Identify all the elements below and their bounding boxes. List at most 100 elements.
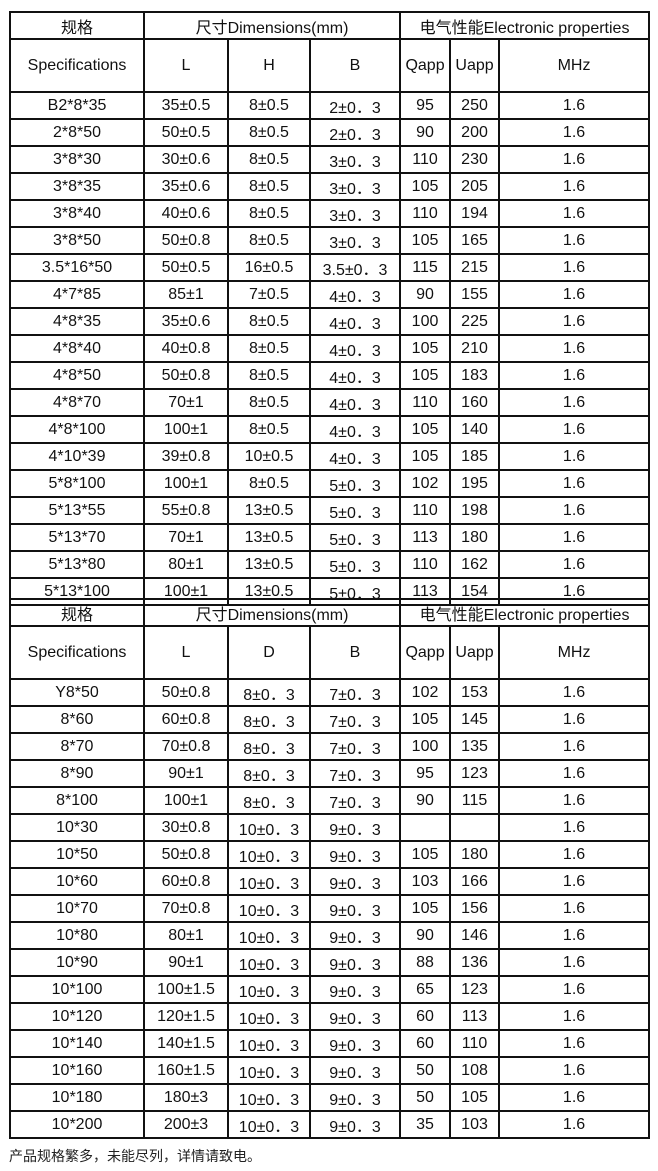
cell-spec: Y8*50 (9, 678, 145, 707)
cell-length: 100±1.5 (143, 975, 229, 1004)
cell-length: 70±1 (143, 523, 229, 552)
cell-length: 55±0.8 (143, 496, 229, 525)
cell-width-b: 9±0．3 (308, 813, 402, 842)
cell-width-b: 4±0．3 (308, 388, 402, 417)
table-row: 4*8*50 50±0.8 8±0.5 4±0．3 105 183 1.6 (9, 361, 651, 390)
cell-spec: 5*8*100 (9, 469, 145, 498)
cell-qapp: 50 (399, 1056, 452, 1085)
cell-frequency: 1.6 (498, 442, 651, 471)
cell-height-or-diameter: 8±0.5 (227, 334, 311, 363)
cell-uapp: 183 (449, 361, 501, 390)
cell-qapp: 35 (399, 1110, 452, 1139)
cell-width-b: 2±0．3 (308, 118, 402, 147)
column-header-width-b: B (308, 625, 402, 680)
table-row: 4*8*40 40±0.8 8±0.5 4±0．3 105 210 1.6 (9, 334, 651, 363)
cell-frequency: 1.6 (498, 91, 651, 120)
header-group-row: 规格 尺寸Dimensions(mm) 电气性能Electronic propert… (9, 598, 651, 627)
cell-height-or-diameter: 8±0.5 (227, 145, 311, 174)
cell-qapp: 110 (399, 145, 452, 174)
cell-spec: 4*8*100 (9, 415, 145, 444)
table-row: 10*160 160±1.5 10±0．3 9±0．3 50 108 1.6 (9, 1056, 651, 1085)
header-electronic-group: 电气性能Electronic properties (399, 11, 651, 40)
cell-frequency: 1.6 (498, 469, 651, 498)
cell-height-or-diameter: 7±0.5 (227, 280, 311, 309)
table-row: 5*13*80 80±1 13±0.5 5±0．3 110 162 1.6 (9, 550, 651, 579)
table-row: Y8*50 50±0.8 8±0．3 7±0．3 102 153 1.6 (9, 678, 651, 707)
cell-frequency: 1.6 (498, 732, 651, 761)
footer-note: 产品规格繁多，未能尽列，详情请致电。 (9, 1148, 261, 1164)
cell-length: 50±0.5 (143, 253, 229, 282)
cell-qapp: 60 (399, 1029, 452, 1058)
cell-frequency: 1.6 (498, 523, 651, 552)
cell-spec: 5*13*70 (9, 523, 145, 552)
cell-length: 80±1 (143, 921, 229, 950)
cell-length: 100±1 (143, 415, 229, 444)
cell-height-or-diameter: 10±0．3 (227, 813, 311, 842)
table-row: 8*70 70±0.8 8±0．3 7±0．3 100 135 1.6 (9, 732, 651, 761)
cell-spec: 10*100 (9, 975, 145, 1004)
cell-width-b: 4±0．3 (308, 307, 402, 336)
table-row: 10*100 100±1.5 10±0．3 9±0．3 65 123 1.6 (9, 975, 651, 1004)
cell-uapp (449, 813, 501, 842)
cell-qapp: 115 (399, 253, 452, 282)
cell-uapp: 155 (449, 280, 501, 309)
cell-qapp: 105 (399, 415, 452, 444)
column-header-width-b: B (308, 38, 402, 93)
header-dimensions-group: 尺寸Dimensions(mm) (142, 598, 402, 627)
cell-spec: 4*8*40 (9, 334, 145, 363)
cell-height-or-diameter: 10±0．3 (227, 894, 311, 923)
cell-qapp: 110 (399, 199, 452, 228)
cell-height-or-diameter: 10±0．3 (227, 1029, 311, 1058)
cell-uapp: 135 (449, 732, 501, 761)
cell-uapp: 230 (449, 145, 501, 174)
cell-spec: 10*60 (9, 867, 145, 896)
column-header-spec: Specifications (9, 625, 145, 680)
spec-table-2: 规格 尺寸Dimensions(mm) 电气性能Electronic propert… (9, 598, 651, 1139)
cell-height-or-diameter: 10±0．3 (227, 1083, 311, 1112)
table-row: 10*180 180±3 10±0．3 9±0．3 50 105 1.6 (9, 1083, 651, 1112)
cell-width-b: 4±0．3 (308, 442, 402, 471)
cell-uapp: 103 (449, 1110, 501, 1139)
header-spec-group: 规格 (9, 598, 145, 627)
cell-frequency: 1.6 (498, 1110, 651, 1139)
cell-uapp: 225 (449, 307, 501, 336)
cell-uapp: 123 (449, 975, 501, 1004)
cell-length: 50±0.5 (143, 118, 229, 147)
cell-width-b: 9±0．3 (308, 840, 402, 869)
cell-spec: 3*8*35 (9, 172, 145, 201)
cell-uapp: 200 (449, 118, 501, 147)
cell-width-b: 2±0．3 (308, 91, 402, 120)
cell-spec: 10*50 (9, 840, 145, 869)
cell-width-b: 3±0．3 (308, 172, 402, 201)
cell-frequency: 1.6 (498, 145, 651, 174)
cell-qapp: 103 (399, 867, 452, 896)
column-header-length: L (143, 38, 229, 93)
cell-frequency: 1.6 (498, 705, 651, 734)
cell-qapp: 105 (399, 705, 452, 734)
cell-width-b: 4±0．3 (308, 334, 402, 363)
cell-width-b: 3.5±0．3 (308, 253, 402, 282)
column-header-uapp: Uapp (449, 38, 501, 93)
cell-height-or-diameter: 10±0．3 (227, 1002, 311, 1031)
cell-frequency: 1.6 (498, 550, 651, 579)
cell-qapp: 113 (399, 523, 452, 552)
cell-width-b: 3±0．3 (308, 226, 402, 255)
cell-length: 70±0.8 (143, 894, 229, 923)
header-spec-group: 规格 (9, 11, 145, 40)
cell-height-or-diameter: 8±0．3 (227, 786, 311, 815)
cell-uapp: 113 (449, 1002, 501, 1031)
cell-length: 39±0.8 (143, 442, 229, 471)
cell-qapp: 95 (399, 91, 452, 120)
table-row: 10*60 60±0.8 10±0．3 9±0．3 103 166 1.6 (9, 867, 651, 896)
column-header-uapp: Uapp (449, 625, 501, 680)
cell-frequency: 1.6 (498, 948, 651, 977)
cell-qapp: 102 (399, 678, 452, 707)
cell-uapp: 165 (449, 226, 501, 255)
cell-width-b: 7±0．3 (308, 732, 402, 761)
cell-qapp: 95 (399, 759, 452, 788)
cell-height-or-diameter: 8±0．3 (227, 678, 311, 707)
table-row: 8*90 90±1 8±0．3 7±0．3 95 123 1.6 (9, 759, 651, 788)
cell-spec: 10*90 (9, 948, 145, 977)
cell-length: 50±0.8 (143, 226, 229, 255)
header-dimensions-group: 尺寸Dimensions(mm) (142, 11, 402, 40)
